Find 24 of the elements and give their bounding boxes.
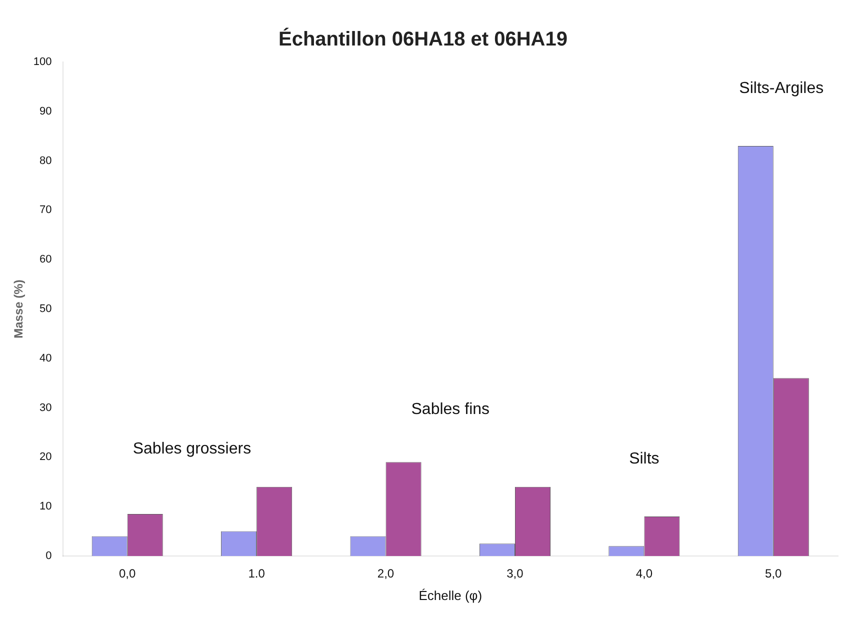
x-tick-label: 5,0 <box>765 566 782 581</box>
y-tick-label: 50 <box>40 303 52 316</box>
x-tick-label: 3,0 <box>506 566 524 581</box>
y-tick-label: 70 <box>40 204 52 216</box>
y-tick-label: 100 <box>33 56 52 68</box>
y-axis-title: Masse (%) <box>12 280 26 338</box>
x-tick-label: 4,0 <box>636 566 653 581</box>
y-tick-label: 90 <box>40 105 52 118</box>
annotation: Silts <box>629 450 660 468</box>
annotation: Sables fins <box>411 401 490 418</box>
annotation: Silts-Argiles <box>739 80 824 97</box>
y-tick-label: 30 <box>40 402 52 414</box>
annotation: Sables grossiers <box>132 440 252 458</box>
x-tick-label: 0,0 <box>119 566 136 581</box>
chart-title: Échantillon 06HA18 et 06HA19 <box>278 28 568 51</box>
y-tick-label: 40 <box>40 352 52 364</box>
y-tick-label: 20 <box>40 451 52 464</box>
x-tick-label: 2,0 <box>377 566 394 581</box>
y-tick-label: 60 <box>40 254 52 266</box>
y-tick-label: 0 <box>46 550 52 562</box>
x-tick-label: 1.0 <box>248 566 266 581</box>
x-axis-title: Échelle (φ) <box>418 588 482 603</box>
y-tick-label: 10 <box>40 500 52 513</box>
y-tick-label: 80 <box>40 154 52 167</box>
